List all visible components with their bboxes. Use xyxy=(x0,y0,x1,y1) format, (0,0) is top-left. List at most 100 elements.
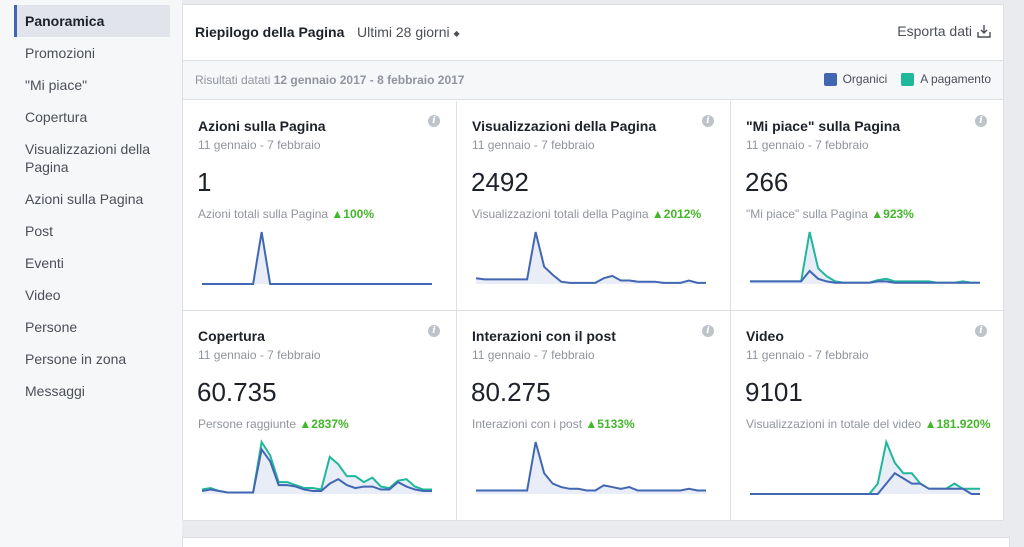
sidebar-nav: Panoramica Promozioni "Mi piace" Copertura V… xyxy=(0,0,182,547)
card-date: 11 gennaio - 7 febbraio xyxy=(472,138,595,152)
sidebar-item[interactable]: Post xyxy=(25,223,54,239)
date-range-label: Ultimi 28 giorni xyxy=(357,24,450,40)
card-sub-label: Persone raggiunte xyxy=(198,417,297,431)
card-delta: ▲2012% xyxy=(651,207,702,221)
metric-card[interactable]: Azioni sulla Pagina i 11 gennaio - 7 febbr… xyxy=(183,101,457,311)
info-icon[interactable]: i xyxy=(428,325,440,337)
card-value: 9101 xyxy=(745,377,803,407)
card-value: 60.735 xyxy=(197,377,277,407)
organic-swatch xyxy=(823,72,837,86)
card-delta: ▲5133% xyxy=(585,417,635,431)
metric-card[interactable]: Video i 11 gennaio - 7 febbraio 9101 Visuali… xyxy=(731,311,1003,521)
card-value: 2492 xyxy=(471,167,529,197)
info-icon[interactable]: i xyxy=(428,115,440,127)
paid-series-area xyxy=(750,442,980,494)
card-value: 1 xyxy=(197,167,212,197)
panel-header: Riepilogo della Pagina Ultimi 28 giorni … xyxy=(183,5,1003,61)
metric-card[interactable]: Copertura i 11 gennaio - 7 febbraio 60.735 P… xyxy=(183,311,457,521)
card-subtitle: Azioni totali sulla Pagina ▲100% xyxy=(198,206,448,222)
card-delta: ▲181.920% xyxy=(924,417,991,431)
card-sub-label: "Mi piace" sulla Pagina xyxy=(746,207,868,221)
card-subtitle: Persone raggiunte ▲2837% xyxy=(198,416,448,432)
sparkline-chart xyxy=(202,231,432,285)
card-title: "Mi piace" sulla Pagina xyxy=(746,118,901,134)
sidebar-item[interactable]: Video xyxy=(25,287,61,303)
card-delta: ▲2837% xyxy=(299,417,349,431)
card-subtitle: Visualizzazioni totali della Pagina ▲201… xyxy=(472,206,722,222)
legend-organic: Organici xyxy=(823,72,888,86)
card-date: 11 gennaio - 7 febbraio xyxy=(198,348,321,362)
results-dates: 12 gennaio 2017 - 8 febbraio 2017 xyxy=(273,73,465,87)
info-icon[interactable]: i xyxy=(975,115,987,127)
sidebar-item[interactable]: Eventi xyxy=(25,255,64,271)
organic-series-area xyxy=(202,449,432,494)
results-bar: Risultati datati 12 gennaio 2017 - 8 feb… xyxy=(183,61,1003,100)
card-sub-label: Interazioni con i post xyxy=(472,417,583,431)
card-sub-label: Visualizzazioni totali della Pagina xyxy=(472,207,649,221)
sparkline-chart xyxy=(475,231,706,284)
sidebar-item[interactable]: Azioni sulla Pagina xyxy=(25,191,144,207)
sidebar-item[interactable]: Persone in zona xyxy=(25,351,127,367)
sidebar-item[interactable]: Panoramica xyxy=(14,5,170,37)
card-title: Video xyxy=(746,328,784,344)
card-subtitle: "Mi piace" sulla Pagina ▲923% xyxy=(746,206,996,222)
paid-series-line xyxy=(750,231,980,284)
sidebar-item[interactable]: "Mi piace" xyxy=(25,77,88,93)
sparkline-chart xyxy=(750,231,980,284)
info-icon[interactable]: i xyxy=(975,325,987,337)
card-title: Copertura xyxy=(198,328,265,344)
card-title: Interazioni con il post xyxy=(472,328,616,344)
sidebar-item[interactable]: Visualizzazioni della Pagina xyxy=(25,141,151,175)
organic-series-line xyxy=(476,441,706,492)
export-label: Esporta dati xyxy=(897,23,972,39)
card-value: 266 xyxy=(745,167,789,197)
paid-swatch xyxy=(901,72,915,86)
organic-series-line xyxy=(202,231,432,285)
sparkline-chart xyxy=(476,441,706,494)
card-title: Visualizzazioni della Pagina xyxy=(472,118,657,134)
card-date: 11 gennaio - 7 febbraio xyxy=(746,138,869,152)
results-prefix: Risultati datati xyxy=(195,73,271,87)
info-icon[interactable]: i xyxy=(702,325,714,337)
paid-series-line xyxy=(750,438,980,495)
metric-card[interactable]: Visualizzazioni della Pagina i 11 gennaio … xyxy=(457,101,731,311)
card-sub-label: Visualizzazioni in totale del video xyxy=(746,417,922,431)
organic-series-area xyxy=(750,473,980,494)
legend-organic-label: Organici xyxy=(842,72,888,86)
sidebar-item[interactable]: Copertura xyxy=(25,109,88,125)
metric-card[interactable]: "Mi piace" sulla Pagina i 11 gennaio - 7 f… xyxy=(731,101,1003,311)
chart-legend: Organici A pagamento xyxy=(810,72,991,86)
card-date: 11 gennaio - 7 febbraio xyxy=(198,138,321,152)
sidebar-item[interactable]: Messaggi xyxy=(25,383,85,399)
page-summary-panel: Riepilogo della Pagina Ultimi 28 giorni … xyxy=(182,4,1004,521)
organic-series-area xyxy=(476,442,706,494)
results-date-range: Risultati datati 12 gennaio 2017 - 8 feb… xyxy=(195,73,464,87)
sidebar-item[interactable]: Promozioni xyxy=(25,45,96,61)
page-title: Riepilogo della Pagina xyxy=(195,24,345,40)
card-subtitle: Interazioni con i post ▲5133% xyxy=(472,416,722,432)
card-delta: ▲100% xyxy=(331,207,374,221)
card-sub-label: Azioni totali sulla Pagina xyxy=(198,207,329,221)
card-title: Azioni sulla Pagina xyxy=(198,118,326,134)
paid-series-area xyxy=(750,232,980,284)
sparkline-chart xyxy=(201,439,432,494)
date-range-dropdown[interactable]: Ultimi 28 giorni ◆ xyxy=(357,24,460,40)
sparkline-chart xyxy=(750,438,980,495)
download-icon xyxy=(977,25,991,38)
export-data-link[interactable]: Esporta dati xyxy=(897,23,991,39)
legend-paid-label: A pagamento xyxy=(920,72,991,86)
organic-series-line xyxy=(475,231,706,284)
card-date: 11 gennaio - 7 febbraio xyxy=(746,348,869,362)
legend-paid: A pagamento xyxy=(901,72,991,86)
sidebar-item[interactable]: Persone xyxy=(25,319,78,335)
organic-series-line xyxy=(750,471,980,495)
card-date: 11 gennaio - 7 febbraio xyxy=(472,348,595,362)
card-delta: ▲923% xyxy=(871,207,914,221)
organic-series-area xyxy=(476,232,706,284)
card-subtitle: Visualizzazioni in totale del video ▲181… xyxy=(746,416,996,432)
card-value: 80.275 xyxy=(471,377,551,407)
metric-card[interactable]: Interazioni con il post i 11 gennaio - 7 f… xyxy=(457,311,731,521)
info-icon[interactable]: i xyxy=(702,115,714,127)
next-section-card xyxy=(182,537,1010,547)
organic-series-area xyxy=(202,232,432,284)
